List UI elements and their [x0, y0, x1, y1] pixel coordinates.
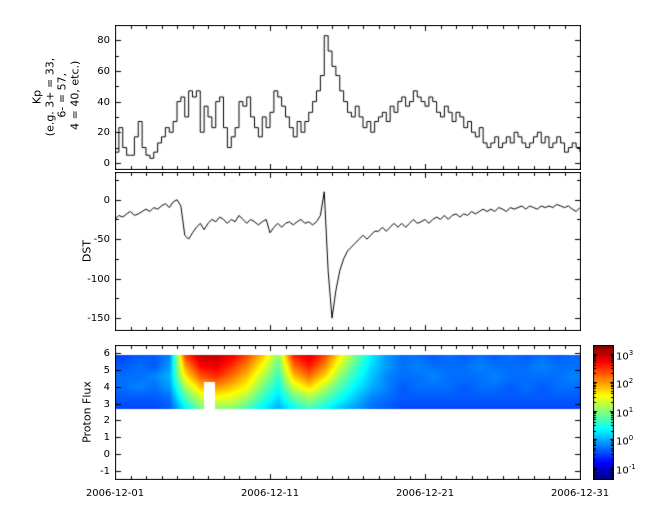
kp-y-tick-label: 20 — [97, 127, 110, 139]
colorbar-tick-label: 100 — [616, 433, 634, 447]
flux-y-tick-label: 4 — [103, 381, 110, 393]
flux-y-tick-label: 0 — [103, 448, 110, 460]
dst-y-tick-label: -50 — [93, 234, 110, 246]
flux-y-tick-label: 2 — [103, 415, 110, 427]
colorbar-tick-label: 101 — [616, 405, 634, 419]
kp-y-tick-label: 60 — [97, 65, 110, 77]
flux-y-tick-label: -1 — [100, 465, 110, 477]
dst-plot-canvas — [115, 172, 581, 331]
kp-y-tick-label: 40 — [97, 96, 110, 108]
dst-y-tick-label: 0 — [103, 194, 110, 206]
kp-y-tick-label: 80 — [97, 35, 110, 47]
flux-y-tick-label: 5 — [103, 365, 110, 377]
flux-y-tick-label: 1 — [103, 432, 110, 444]
x-tick-label: 2006-12-11 — [240, 488, 300, 499]
colorbar-tick-label: 103 — [616, 348, 634, 362]
colorbar-tick-label: 10-1 — [616, 462, 636, 476]
x-tick-label: 2006-12-21 — [395, 488, 455, 499]
flux-colorbar-canvas — [593, 345, 614, 480]
flux-y-tick-label: 6 — [103, 348, 110, 360]
colorbar-tick-label: 102 — [616, 376, 634, 390]
x-tick-label: 2006-12-31 — [550, 488, 610, 499]
kp-y-tick-label: 0 — [103, 157, 110, 169]
dst-y-tick-label: -100 — [87, 273, 110, 285]
flux-y-tick-label: 3 — [103, 398, 110, 410]
proton-flux-spectrogram-canvas — [115, 345, 581, 480]
x-tick-label: 2006-12-01 — [85, 488, 145, 499]
kp-plot-canvas — [115, 25, 581, 170]
dst-y-tick-label: -150 — [87, 313, 110, 325]
